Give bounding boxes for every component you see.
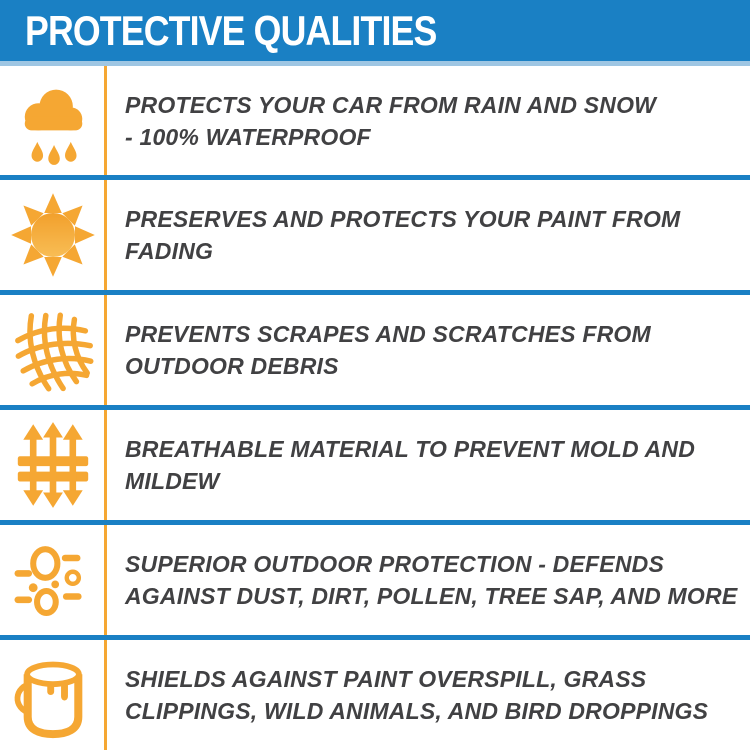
feature-line: OUTDOOR DEBRIS	[125, 353, 339, 379]
divider-rule	[0, 520, 750, 525]
feature-line: PRESERVES AND PROTECTS YOUR PAINT FROM	[125, 206, 681, 232]
icon-cell	[0, 410, 105, 520]
feature-text: SUPERIOR OUTDOOR PROTECTION - DEFENDS AG…	[105, 525, 750, 635]
feature-line: MILDEW	[125, 468, 220, 494]
feature-text: SHIELDS AGAINST PAINT OVERSPILL, GRASS C…	[105, 640, 750, 750]
feature-line: SUPERIOR OUTDOOR PROTECTION - DEFENDS	[125, 551, 664, 577]
feature-row-breathable: BREATHABLE MATERIAL TO PREVENT MOLD AND …	[0, 410, 750, 520]
feature-row-waterproof: PROTECTS YOUR CAR FROM RAIN AND SNOW - 1…	[0, 66, 750, 175]
divider-rule	[0, 290, 750, 295]
sun-icon	[10, 193, 95, 277]
feature-row-outdoor-protection: SUPERIOR OUTDOOR PROTECTION - DEFENDS AG…	[0, 525, 750, 635]
feature-line: FADING	[125, 238, 214, 264]
page-title: PROTECTIVE QUALITIES	[25, 6, 437, 54]
feature-line: CLIPPINGS, WILD ANIMALS, AND BIRD DROPPI…	[125, 698, 709, 724]
feature-line: PREVENTS SCRAPES AND SCRATCHES FROM	[125, 321, 651, 347]
feature-text: BREATHABLE MATERIAL TO PREVENT MOLD AND …	[105, 410, 750, 520]
feature-text: PROTECTS YOUR CAR FROM RAIN AND SNOW - 1…	[105, 66, 750, 175]
dust-particles-icon	[14, 546, 82, 617]
feature-line: SHIELDS AGAINST PAINT OVERSPILL, GRASS	[125, 666, 647, 692]
feature-line: AGAINST DUST, DIRT, POLLEN, TREE SAP, AN…	[125, 583, 738, 609]
breathable-arrows-icon	[17, 422, 88, 508]
feature-text: PREVENTS SCRAPES AND SCRATCHES FROM OUTD…	[105, 295, 750, 405]
feature-row-fading: PRESERVES AND PROTECTS YOUR PAINT FROM F…	[0, 180, 750, 290]
paint-bucket-icon	[14, 661, 82, 739]
net-icon	[14, 312, 93, 392]
divider-rule	[0, 405, 750, 410]
rain-cloud-icon	[24, 89, 82, 165]
feature-line: - 100% WATERPROOF	[125, 123, 371, 150]
feature-line: PROTECTS YOUR CAR FROM RAIN AND SNOW	[125, 91, 657, 118]
header-bar: PROTECTIVE QUALITIES	[0, 0, 750, 66]
divider-rule	[0, 635, 750, 640]
feature-text: PRESERVES AND PROTECTS YOUR PAINT FROM F…	[105, 180, 750, 290]
feature-row-shields: SHIELDS AGAINST PAINT OVERSPILL, GRASS C…	[0, 640, 750, 750]
divider-rule	[0, 175, 750, 180]
icon-cell	[0, 66, 105, 175]
icon-cell	[0, 180, 105, 290]
feature-row-scratches: PREVENTS SCRAPES AND SCRATCHES FROM OUTD…	[0, 295, 750, 405]
icon-cell	[0, 295, 105, 405]
feature-line: BREATHABLE MATERIAL TO PREVENT MOLD AND	[125, 436, 696, 462]
icon-cell	[0, 640, 105, 750]
icon-cell	[0, 525, 105, 635]
